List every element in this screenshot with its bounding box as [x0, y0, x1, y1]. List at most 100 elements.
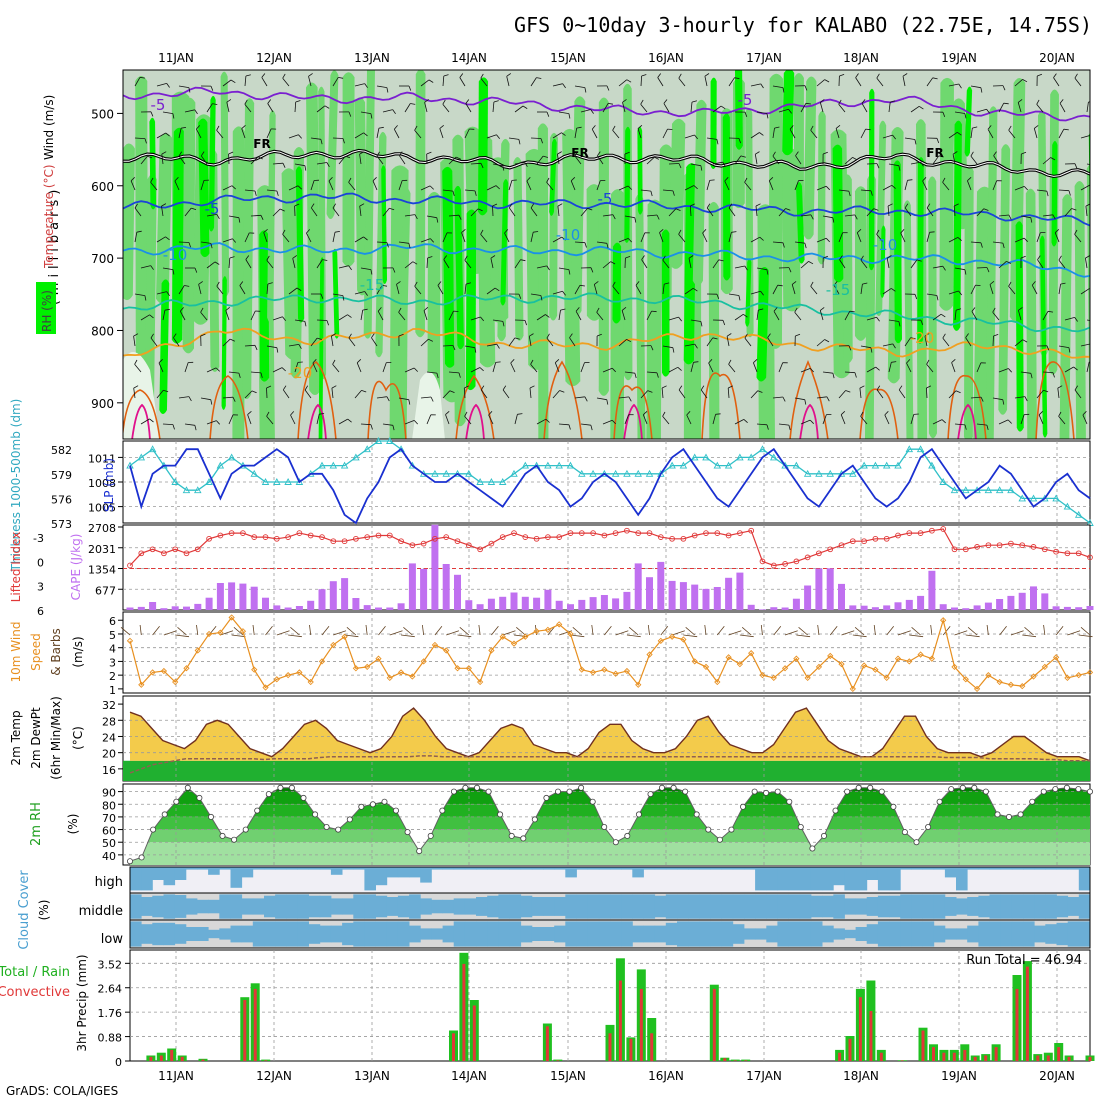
rh-point [174, 799, 179, 804]
cape-bar [567, 604, 574, 610]
precip-tick-label: 0.88 [98, 1032, 123, 1045]
cloud-middle-bar [833, 894, 845, 918]
rh-point [393, 808, 398, 813]
cape-bar [488, 599, 495, 610]
rh-point [428, 833, 433, 838]
cloud-high-bar [420, 867, 432, 883]
cloud-middle-bar [1057, 896, 1069, 918]
rh-point [266, 792, 271, 797]
cape-bar [827, 568, 834, 610]
cape-bar [996, 599, 1003, 610]
precip-convective-bar [629, 1039, 632, 1061]
rh-point [729, 827, 734, 832]
cloud-high-bar [130, 867, 142, 890]
precip-convective-bar [984, 1056, 987, 1062]
wind-barb [977, 268, 987, 269]
cloud-middle-bar [711, 894, 723, 918]
cloud-middle-bar [599, 894, 611, 918]
run-total: Run Total = 46.94 [966, 953, 1082, 968]
cloud-middle-bar [275, 894, 287, 918]
rh-band-mid [232, 126, 244, 449]
rh-point [613, 840, 618, 845]
rh-point [821, 833, 826, 838]
precip-convective-bar [1016, 989, 1019, 1061]
wind-barb [179, 242, 189, 243]
cloud-high-bar [175, 867, 187, 880]
rh-point [694, 812, 699, 817]
cloud-middle-bar [777, 894, 789, 918]
cloud-middle-bar [766, 894, 778, 918]
cloud-high-bar [398, 867, 410, 877]
rh-point [683, 789, 688, 794]
cloud-high-bar [945, 867, 957, 877]
cape-bar [183, 607, 190, 610]
wind-tick-label: 3 [109, 656, 116, 669]
rh-point [185, 785, 190, 790]
isotherm-label: -10 [556, 226, 581, 244]
wind-unit: (m/s) [71, 636, 85, 667]
cape-bar [149, 602, 156, 610]
isotherm-label: -20 [910, 329, 935, 347]
precip-convective-bar [473, 1006, 476, 1062]
precip-convective-bar [619, 981, 622, 1062]
cloud-middle-bar [242, 898, 254, 914]
cloud-low-bar [398, 921, 410, 946]
cape-bar [1087, 606, 1094, 610]
rh-point [567, 789, 572, 794]
precip-convective-bar [734, 1060, 737, 1061]
cloud-middle-bar [510, 894, 522, 918]
rh-point [740, 804, 745, 809]
day-label-top: 14JAN [451, 51, 487, 65]
cape-bar [940, 604, 947, 610]
cape-bar [477, 604, 484, 610]
rh-point [706, 827, 711, 832]
rh-point [208, 814, 213, 819]
day-label-bottom: 12JAN [256, 1069, 292, 1083]
cloud-middle-bar [186, 898, 198, 914]
rh-band [123, 830, 1090, 843]
rh-band-mid [964, 166, 974, 442]
cloud-unit: (%) [37, 900, 51, 921]
rh-point [625, 833, 630, 838]
wind-barb-flag [1097, 322, 1098, 327]
precip-convective-bar [149, 1057, 152, 1061]
rh-point [636, 812, 641, 817]
cape-bar [375, 608, 382, 611]
precip-convective-bar [609, 1033, 612, 1061]
cloud-high-bar [632, 867, 644, 877]
cloud-high-bar [565, 867, 577, 877]
precip-tick-label: 3.52 [98, 958, 123, 971]
precip-convective-bar [869, 1011, 872, 1061]
cloud-middle-bar [990, 894, 1002, 918]
cloud-middle-bar [342, 898, 354, 914]
cloud-low-bar [1079, 921, 1091, 946]
cloud-low-bar [733, 924, 745, 944]
cloud-low-bar [856, 927, 868, 941]
cape-bar [680, 582, 687, 610]
cloud-low-bar [164, 923, 176, 945]
day-label-bottom: 14JAN [451, 1069, 487, 1083]
thickness-tick-label: 582 [51, 444, 72, 457]
cloud-row-label: high [95, 875, 123, 890]
cloud-middle-bar [376, 896, 388, 918]
wind-barb-flag [1091, 344, 1094, 348]
precip-tick-label: 1.76 [98, 1007, 123, 1020]
cloud-low-bar [789, 921, 801, 946]
rh-point [949, 787, 954, 792]
cape-bar [951, 608, 958, 611]
thickness-tick-label: 576 [51, 493, 72, 506]
cloud-middle-bar [934, 894, 946, 918]
cloud-middle-bar [1001, 894, 1013, 918]
rh-point [787, 799, 792, 804]
cloud-high-bar [1079, 867, 1091, 890]
cloud-middle-bar [130, 894, 142, 918]
cloud-middle-bar [219, 894, 231, 918]
isotherm-label: -15 [360, 276, 385, 294]
rh-point [232, 837, 237, 842]
cloud-low-bar [1068, 921, 1080, 946]
cape-bar [228, 582, 235, 610]
rh-unit: (%) [66, 814, 80, 835]
rh-point [463, 785, 468, 790]
wind-barb-flag [710, 180, 715, 181]
